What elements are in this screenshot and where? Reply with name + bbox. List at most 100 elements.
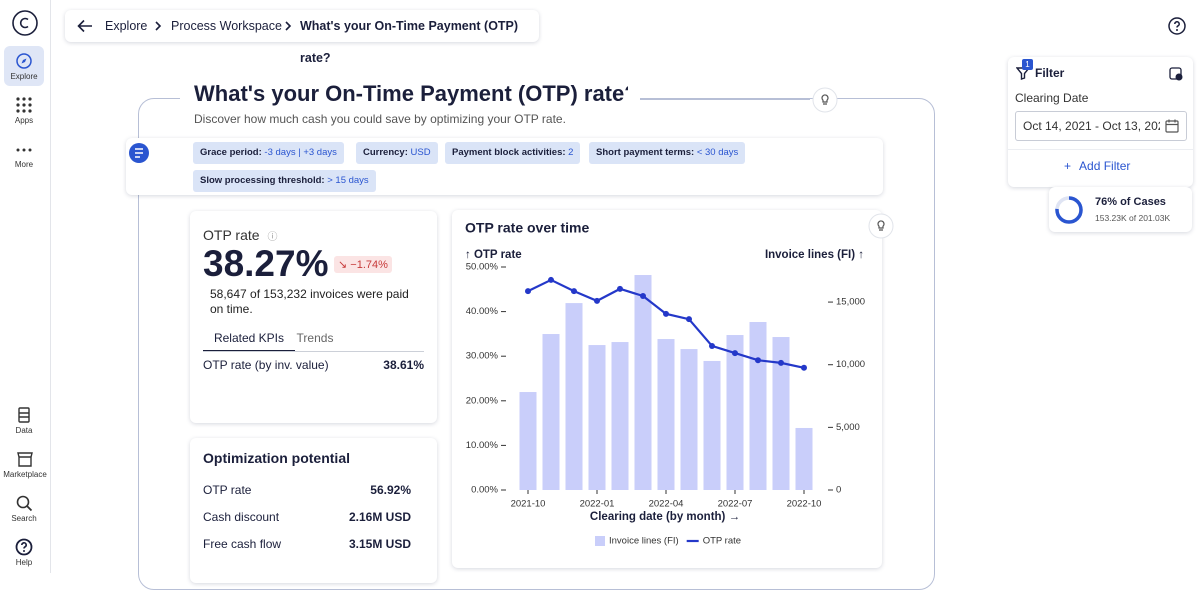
filter-field: Clearing Date: [1015, 91, 1089, 105]
ring-value: [1055, 196, 1083, 224]
row-value: 3.15M USD: [348, 537, 411, 551]
nav-label: More: [14, 160, 34, 169]
tab-active[interactable]: Related KPIs: [203, 331, 295, 352]
nav-help[interactable]: Help: [4, 532, 44, 572]
point: [755, 357, 761, 364]
date-input[interactable]: Oct 14, 2021 - Oct 13, 2022: [1015, 111, 1187, 141]
point: [640, 292, 646, 299]
x-axis-label: Clearing date (by month) →: [590, 511, 740, 523]
divider: [1008, 149, 1193, 150]
row-name: OTP rate: [203, 483, 252, 497]
chevron: [285, 21, 292, 31]
point: [594, 297, 600, 304]
x-tick-label: 2022-04: [649, 499, 684, 510]
nav-label: Help: [15, 558, 33, 567]
date-range: Oct 14, 2021 - Oct 13, 2022: [1023, 119, 1160, 133]
y-tick-label: 40.00%: [466, 306, 499, 317]
kpi-label: OTP rate ⓘ: [203, 227, 278, 243]
bar: [634, 275, 652, 490]
row-value: 38.61%: [383, 358, 424, 372]
y2-axis-label: Invoice lines (FI) ↑: [765, 249, 864, 261]
tab[interactable]: Trends: [296, 331, 334, 345]
bar: [749, 321, 767, 490]
chevron: [155, 21, 162, 31]
nav-explore[interactable]: Explore: [4, 46, 44, 86]
chart: OTP rate over time ↑ OTP rate Invoice li…: [465, 220, 865, 547]
frame-line: [640, 98, 810, 100]
nav-label: Apps: [14, 116, 34, 125]
y2-tick-label: 0: [836, 485, 841, 496]
parameter-chip[interactable]: Short payment terms: < 30 days: [589, 142, 746, 164]
kpi-note: 58,647 of 153,232 invoices were paid on …: [210, 287, 409, 316]
nav-more[interactable]: More: [4, 134, 44, 174]
chart-card: OTP rate over time ↑ OTP rate Invoice li…: [452, 210, 894, 568]
title-gap: [628, 80, 808, 110]
kpi-value: 38.27%: [203, 243, 329, 284]
bar: [703, 360, 721, 490]
nav-data[interactable]: Data: [4, 400, 44, 440]
bar: [680, 349, 698, 490]
kpi-row: OTP rate (by inv. value) 38.61%: [203, 358, 424, 372]
point: [571, 288, 577, 295]
optimization-card: Optimization potential OTP rate 56.92% Ca…: [190, 438, 437, 583]
row-name: Free cash flow: [203, 537, 282, 551]
optimization-row: Free cash flow 3.15M USD: [203, 537, 411, 551]
calendar-icon: [1165, 119, 1179, 133]
y-tick-label: 20.00%: [466, 395, 499, 406]
parameter-chip[interactable]: Currency: USD: [356, 142, 438, 164]
parameter-chip[interactable]: Payment block activities: 2: [445, 142, 581, 164]
y-tick-label: 10.00%: [466, 440, 499, 451]
add-filter-label: Add Filter: [1079, 159, 1131, 173]
insight-button[interactable]: [812, 87, 838, 113]
breadcrumb-link[interactable]: Process Workspace: [171, 19, 282, 33]
chip-value: > 15 days: [327, 175, 369, 186]
parameter-chip[interactable]: Slow processing threshold: > 15 days: [193, 170, 376, 192]
nav-apps[interactable]: Apps: [4, 90, 44, 130]
help-button[interactable]: [1167, 16, 1187, 36]
chart-title: OTP rate over time: [465, 220, 589, 236]
back-button[interactable]: [77, 19, 93, 33]
parameter-chip[interactable]: Grace period: -3 days | +3 days: [193, 142, 344, 164]
x-tick-label: 2022-10: [787, 499, 822, 510]
page-subtitle: Discover how much cash you could save by…: [194, 112, 566, 126]
chip-key: Currency:: [363, 147, 408, 158]
parameters-icon[interactable]: [127, 141, 151, 165]
kpi-label-text: OTP rate: [203, 227, 260, 243]
bar: [565, 303, 583, 490]
nav-label: Explore: [10, 72, 38, 81]
y-axis-label: ↑ OTP rate: [465, 249, 522, 261]
nav-search[interactable]: Search: [4, 488, 44, 528]
cases-label: 76% of Cases: [1095, 196, 1166, 208]
point: [801, 364, 807, 371]
chip-key: Slow processing threshold:: [200, 175, 325, 186]
y-tick-label: 30.00%: [466, 351, 499, 362]
y2-tick-label: 10,000: [836, 359, 865, 370]
filter-settings[interactable]: [1168, 66, 1184, 82]
cases-detail: 153.23K of 201.03K: [1095, 213, 1171, 223]
point: [617, 285, 623, 292]
cases-ring: [1055, 196, 1083, 224]
bar: [542, 334, 560, 490]
breadcrumb-link[interactable]: Explore: [105, 19, 148, 33]
y2-tick-label: 15,000: [836, 297, 865, 308]
filter-badge: 1: [1022, 59, 1033, 70]
chip-value: < 30 days: [696, 147, 739, 158]
add-filter[interactable]: + Add Filter: [1064, 159, 1131, 173]
sidebar: Explore Apps More Data Marketplace Searc…: [0, 0, 51, 573]
point: [778, 359, 784, 366]
optimization-row: Cash discount 2.16M USD: [203, 510, 411, 524]
bar: [611, 342, 629, 490]
chip-key: Short payment terms:: [596, 147, 695, 158]
chart-insight-button[interactable]: [868, 213, 894, 239]
y2-tick-label: 5,000: [836, 422, 860, 433]
point: [732, 350, 738, 357]
chip-value: 2: [568, 147, 574, 158]
point: [686, 316, 692, 323]
legend-swatch: [595, 536, 605, 546]
nav-marketplace[interactable]: Marketplace: [2, 444, 48, 484]
kpi-change: ↘ −1.74%: [334, 256, 392, 273]
divider: [203, 351, 424, 352]
breadcrumb: Explore Process Workspace What's your On…: [65, 10, 539, 65]
bar: [588, 345, 606, 490]
